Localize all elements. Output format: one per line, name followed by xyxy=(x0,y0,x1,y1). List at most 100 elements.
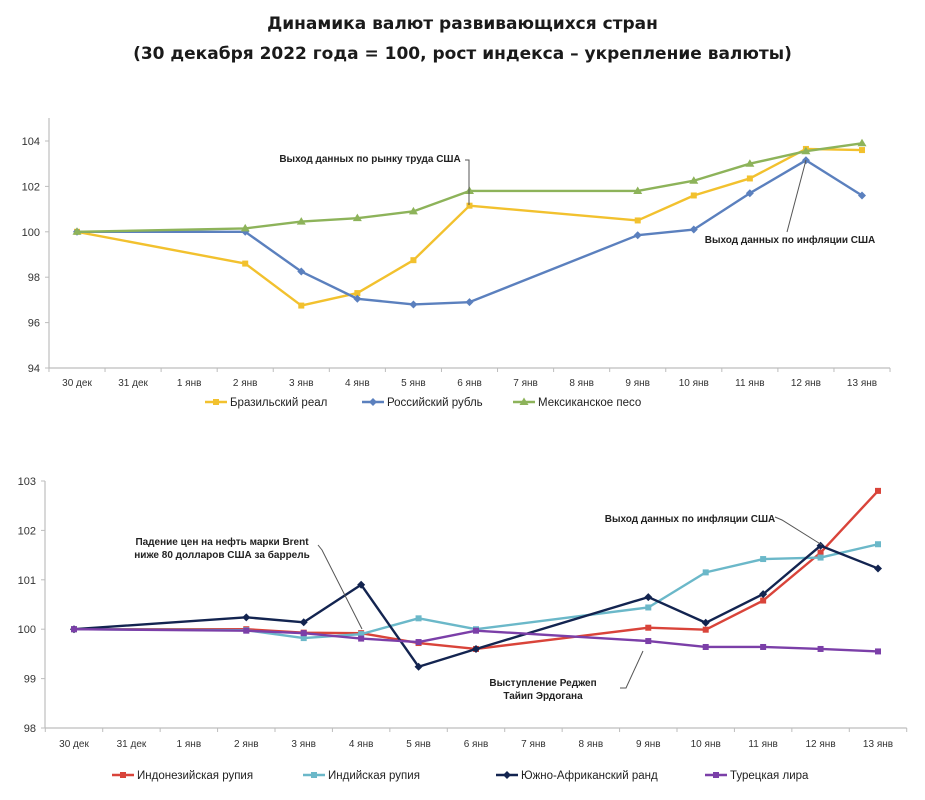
data-point xyxy=(746,175,753,182)
data-point xyxy=(415,639,422,646)
data-point xyxy=(817,554,824,561)
data-point xyxy=(634,217,641,224)
data-point xyxy=(702,569,709,576)
annotation-leader-line xyxy=(786,159,807,233)
data-point xyxy=(408,206,418,215)
data-point xyxy=(801,146,811,155)
legend-item: Южно-Африканский ранд xyxy=(496,770,658,782)
legend-item: Бразильский реал xyxy=(205,397,327,409)
annotation-text: Выступление Реджеп xyxy=(489,678,596,689)
x-tick-label: 30 дек xyxy=(59,739,89,750)
data-point xyxy=(745,159,755,167)
legend-label: Бразильский реал xyxy=(230,397,327,409)
annotation-text: Падение цен на нефть марки Brent xyxy=(135,536,309,548)
data-point xyxy=(759,590,768,599)
data-point xyxy=(760,597,767,604)
annotation: Выступление Реджеп Тайип Эрдогана xyxy=(489,650,644,702)
y-tick-label: 98 xyxy=(28,272,40,284)
annotation-text: ниже 80 долларов США за баррель xyxy=(134,549,309,561)
data-point xyxy=(875,648,881,655)
y-tick-label: 96 xyxy=(28,318,40,330)
chart-subtitle: (30 декабря 2022 года = 100, рост индекс… xyxy=(133,44,792,64)
y-tick-label: 102 xyxy=(22,181,40,193)
data-point xyxy=(645,638,652,645)
x-tick-label: 8 янв xyxy=(569,378,594,389)
data-point xyxy=(645,604,652,611)
data-point xyxy=(297,267,306,276)
data-point xyxy=(645,624,652,631)
x-tick-label: 3 янв xyxy=(289,378,314,389)
x-tick-label: 2 янв xyxy=(233,378,258,389)
data-point xyxy=(689,225,698,234)
annotation-leader-line xyxy=(774,516,823,546)
x-tick-label: 1 янв xyxy=(177,739,202,750)
data-point xyxy=(816,541,825,550)
y-tick-label: 103 xyxy=(18,476,36,488)
legend-item: Индонезийская рупия xyxy=(112,770,253,782)
data-point xyxy=(354,290,361,297)
data-point xyxy=(358,635,365,642)
legend-label: Российский рубль xyxy=(387,397,483,409)
data-point xyxy=(120,772,126,778)
chart-1: 94 96 98 100 102 104 30 дек 31 дек 1 янв 2 янв 3 я… xyxy=(22,118,891,409)
data-point xyxy=(415,615,422,622)
chart-2: 98 99 100 101 102 103 30 дек 31 дек 1 янв 2 янв 3 … xyxy=(18,476,908,782)
data-point xyxy=(298,302,305,309)
annotation-leader-line xyxy=(465,159,470,205)
x-tick-label: 10 янв xyxy=(691,739,721,750)
data-point xyxy=(702,643,709,650)
data-point xyxy=(369,398,377,406)
data-point xyxy=(299,618,308,627)
data-point xyxy=(465,298,474,307)
data-point xyxy=(859,147,865,154)
data-point xyxy=(472,644,480,653)
data-point xyxy=(300,635,307,642)
annotation-text: Выход данных по инфляции США xyxy=(705,234,876,246)
data-point xyxy=(409,300,418,309)
data-point xyxy=(410,257,417,264)
x-tick-label: 9 янв xyxy=(625,378,650,389)
annotation: Выход данных по инфляции США xyxy=(605,513,823,546)
y-tick-label: 100 xyxy=(18,624,36,636)
x-tick-label: 3 янв xyxy=(291,739,316,750)
data-point xyxy=(745,189,754,198)
x-tick-label: 6 янв xyxy=(457,378,482,389)
x-tick-label: 12 янв xyxy=(805,739,835,750)
data-point xyxy=(296,217,306,225)
data-point xyxy=(503,771,511,779)
data-point xyxy=(358,631,365,638)
series-3 xyxy=(70,541,882,671)
annotation: Выход данных по инфляции США xyxy=(705,159,876,246)
legend-item: Российский рубль xyxy=(362,397,483,409)
y-tick-label: 104 xyxy=(22,136,40,148)
x-tick-label: 13 янв xyxy=(847,378,877,389)
annotation-text: Тайип Эрдогана xyxy=(503,691,583,702)
legend-label: Мексиканское песо xyxy=(538,397,641,409)
data-point xyxy=(353,294,362,303)
x-tick-label: 5 янв xyxy=(406,739,431,750)
data-point xyxy=(760,556,767,563)
x-tick-label: 5 янв xyxy=(401,378,426,389)
x-tick-label: 1 янв xyxy=(177,378,202,389)
x-tick-label: 31 дек xyxy=(117,739,147,750)
y-tick-label: 101 xyxy=(18,575,36,587)
data-point xyxy=(300,630,307,637)
data-point xyxy=(72,227,82,235)
y-tick-label: 98 xyxy=(24,723,36,735)
data-point xyxy=(213,399,219,405)
annotation-text: Выход данных по рынку труда США xyxy=(279,154,460,165)
x-tick-label: 8 янв xyxy=(579,739,604,750)
data-point xyxy=(352,213,362,222)
legend-label: Южно-Африканский ранд xyxy=(521,770,658,782)
data-point xyxy=(519,397,529,405)
annotation-text: Выход данных по инфляции США xyxy=(605,513,776,525)
data-point xyxy=(817,645,824,652)
x-tick-label: 31 дек xyxy=(118,378,148,389)
data-point xyxy=(240,223,250,232)
data-point xyxy=(857,138,867,147)
legend-label: Индийская рупия xyxy=(328,770,420,782)
data-point xyxy=(689,176,699,184)
annotation: Выход данных по рынку труда США xyxy=(279,154,470,205)
